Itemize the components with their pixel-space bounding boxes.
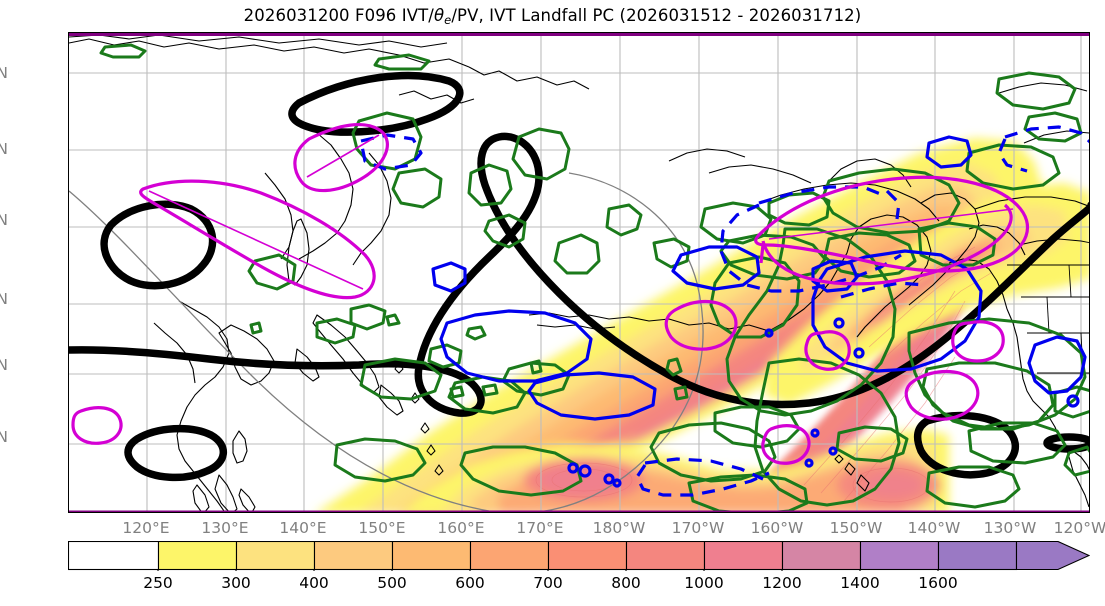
colorbar[interactable] xyxy=(68,541,1090,571)
colorbar-ticks xyxy=(157,570,939,571)
xtick-170W: 170°W xyxy=(671,519,725,537)
ytick-60N: 60°N xyxy=(0,140,8,158)
title-init: 2026031200 xyxy=(243,6,350,25)
ytick-30N: 30°N xyxy=(0,356,8,374)
xtick-150W: 150°W xyxy=(829,519,883,537)
title-fields-post: /PV, IVT Landfall PC xyxy=(451,6,615,25)
cbtick-1400: 1400 xyxy=(840,574,880,592)
map-canvas xyxy=(69,33,1089,512)
great-circle-arc xyxy=(69,172,704,512)
cbtick-1200: 1200 xyxy=(762,574,802,592)
xtick-180W: 180°W xyxy=(592,519,646,537)
ytick-70N: 70°N xyxy=(0,64,8,82)
cbtick-1600: 1600 xyxy=(918,574,958,592)
landfall-pc-blue-dashed xyxy=(359,125,1089,497)
title-fields-pre: IVT/ xyxy=(401,6,434,25)
cbtick-1000: 1000 xyxy=(684,574,724,592)
landfall-pc-blue-solid xyxy=(431,135,1087,488)
xtick-160W: 160°W xyxy=(750,519,804,537)
ytick-40N: 40°N xyxy=(0,290,8,308)
xtick-130W: 130°W xyxy=(983,519,1037,537)
cbtick-250: 250 xyxy=(143,574,173,592)
cbtick-300: 300 xyxy=(221,574,251,592)
xtick-160E: 160°E xyxy=(437,519,485,537)
title-window: (2026031512 - 2026031712) xyxy=(619,6,862,25)
page-title: 2026031200 F096 IVT/θe/PV, IVT Landfall … xyxy=(0,6,1105,27)
ivt-line-contours xyxy=(535,246,992,503)
xtick-150E: 150°E xyxy=(358,519,406,537)
xtick-170E: 170°E xyxy=(516,519,564,537)
cbtick-600: 600 xyxy=(455,574,485,592)
map-gridlines xyxy=(69,33,1089,512)
xtick-120E: 120°E xyxy=(122,519,170,537)
title-theta: θ xyxy=(433,6,445,25)
cbtick-400: 400 xyxy=(299,574,329,592)
colorbar-canvas xyxy=(68,541,1090,571)
ytick-50N: 50°N xyxy=(0,211,8,229)
cbtick-800: 800 xyxy=(611,574,641,592)
colorbar-segments xyxy=(68,541,1090,571)
xtick-140E: 140°E xyxy=(279,519,327,537)
title-theta-sub: e xyxy=(444,13,452,27)
xtick-140W: 140°W xyxy=(907,519,961,537)
landfall-pc-magenta xyxy=(71,123,1029,465)
xtick-130E: 130°E xyxy=(201,519,249,537)
pv-contours xyxy=(69,71,1089,482)
title-lead: F096 xyxy=(355,6,397,25)
cbtick-500: 500 xyxy=(377,574,407,592)
map-plot-area[interactable] xyxy=(68,32,1090,513)
cbtick-700: 700 xyxy=(533,574,563,592)
ytick-20N: 20°N xyxy=(0,428,8,446)
xtick-120W: 120°W xyxy=(1053,519,1105,537)
